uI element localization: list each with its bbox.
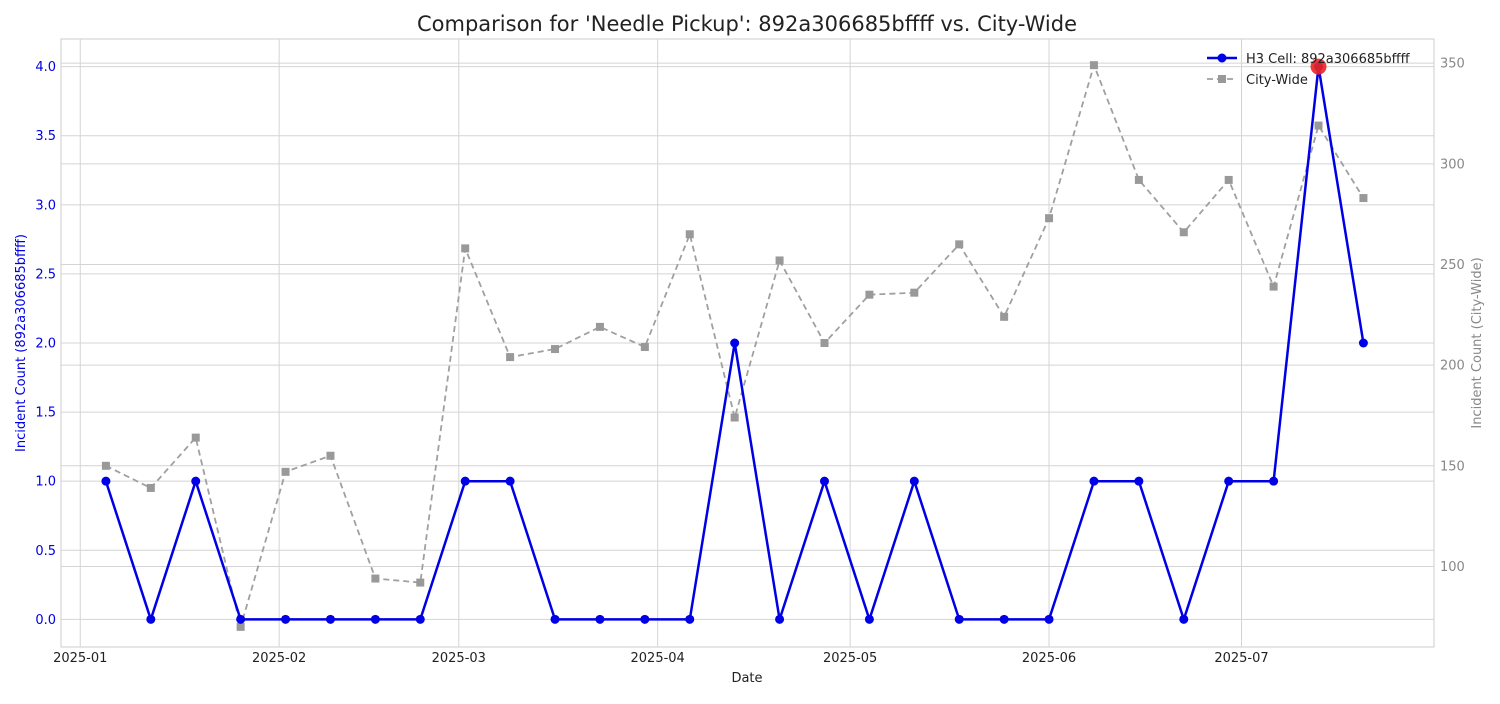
y-tick-label-left: 2.5 <box>35 267 56 282</box>
highlight-point <box>1310 58 1327 75</box>
legend-label-cell: H3 Cell: 892a306685bffff <box>1246 52 1411 67</box>
grid-lines <box>61 39 1434 647</box>
h3-cell-point <box>1089 476 1099 486</box>
city-wide-point <box>775 256 784 265</box>
legend: H3 Cell: 892a306685bffff City-Wide <box>1207 52 1411 88</box>
city-wide-point <box>281 467 290 476</box>
h3-cell-point <box>1269 476 1279 486</box>
chart-title: Comparison for 'Needle Pickup': 892a3066… <box>417 12 1077 36</box>
x-tick-label: 2025-01 <box>53 651 107 666</box>
city-wide-point <box>326 451 335 460</box>
y-tick-label-right: 100 <box>1440 560 1465 575</box>
city-wide-point <box>551 345 560 354</box>
city-wide-point <box>1224 175 1233 184</box>
y-tick-label-left: 0.5 <box>35 544 56 559</box>
x-axis-label: Date <box>731 671 762 686</box>
h3-cell-point <box>1044 614 1054 624</box>
x-tick-label: 2025-07 <box>1214 651 1268 666</box>
y-tick-label-left: 0.0 <box>35 613 56 628</box>
h3-cell-point <box>1179 614 1189 624</box>
x-tick-label: 2025-02 <box>252 651 306 666</box>
y-tick-label-left: 3.5 <box>35 129 56 144</box>
y-tick-label-right: 250 <box>1440 258 1465 273</box>
y-tick-label-left: 2.0 <box>35 337 56 352</box>
city-wide-point <box>416 578 425 587</box>
h3-cell-point <box>954 614 964 624</box>
h3-cell-point <box>236 614 246 624</box>
city-wide-point <box>1134 175 1143 184</box>
h3-cell-point <box>325 614 335 624</box>
city-wide-point <box>1045 214 1054 223</box>
legend-label-city: City-Wide <box>1246 73 1308 88</box>
h3-cell-point <box>819 476 829 486</box>
x-tick-label: 2025-04 <box>631 651 685 666</box>
h3-cell-point <box>775 614 785 624</box>
y-tick-label-left: 1.5 <box>35 406 56 421</box>
y-tick-label-left: 3.0 <box>35 198 56 213</box>
h3-cell-point <box>730 338 740 348</box>
h3-cell-point <box>281 614 291 624</box>
h3-cell-point <box>460 476 470 486</box>
y-tick-label-right: 150 <box>1440 459 1465 474</box>
x-tick-label: 2025-06 <box>1022 651 1076 666</box>
city-wide-point <box>820 339 829 347</box>
city-wide-point <box>1359 194 1368 203</box>
x-tick-label: 2025-03 <box>432 651 486 666</box>
y-tick-label-right: 350 <box>1440 57 1465 72</box>
y-tick-label-right: 200 <box>1440 359 1465 374</box>
h3-cell-point <box>146 614 156 624</box>
h3-cell-point <box>999 614 1009 624</box>
h3-cell-series <box>101 58 1368 624</box>
city-wide-point <box>910 288 919 297</box>
city-wide-point <box>1089 61 1098 70</box>
city-wide-point <box>955 240 964 249</box>
city-wide-point <box>685 230 694 239</box>
city-wide-point <box>371 574 380 583</box>
h3-cell-point <box>1134 476 1144 486</box>
x-tick-label: 2025-05 <box>823 651 877 666</box>
h3-cell-point <box>1224 476 1234 486</box>
h3-cell-point <box>595 614 605 624</box>
h3-cell-point <box>415 614 425 624</box>
city-wide-point <box>191 433 200 442</box>
city-wide-point <box>1269 282 1278 291</box>
city-wide-point <box>146 483 155 492</box>
city-wide-point <box>461 244 470 253</box>
city-wide-series <box>101 61 1368 631</box>
legend-marker-city <box>1218 75 1226 83</box>
city-wide-point <box>1000 312 1009 321</box>
h3-cell-point <box>864 614 874 624</box>
axes: 2025-01 2025-02 2025-03 2025-04 2025-05 2025-… <box>35 57 1465 666</box>
h3-cell-point <box>191 476 201 486</box>
y-axis-label-left: Incident Count (892a306685bffff) <box>14 234 29 452</box>
city-wide-point <box>1314 121 1323 130</box>
city-wide-point <box>640 343 649 352</box>
h3-cell-point <box>685 614 695 624</box>
city-wide-point <box>730 413 739 422</box>
city-wide-point <box>1179 228 1188 237</box>
h3-cell-point <box>505 476 515 486</box>
y-tick-label-right: 300 <box>1440 157 1465 172</box>
city-wide-point <box>101 461 110 470</box>
h3-cell-point <box>1358 338 1368 348</box>
h3-cell-point <box>550 614 560 624</box>
h3-cell-point <box>640 614 650 624</box>
h3-cell-point <box>370 614 380 624</box>
legend-marker-cell <box>1217 53 1227 63</box>
y-axis-label-right: Incident Count (City-Wide) <box>1470 257 1485 428</box>
h3-cell-point <box>909 476 919 486</box>
y-tick-label-left: 1.0 <box>35 475 56 490</box>
h3-cell-point <box>101 476 111 486</box>
city-wide-point <box>506 353 515 362</box>
y-tick-label-left: 4.0 <box>35 60 56 75</box>
city-wide-line <box>105 62 1365 631</box>
city-wide-point <box>236 622 245 631</box>
city-wide-point <box>865 290 874 299</box>
city-wide-point <box>595 322 604 331</box>
